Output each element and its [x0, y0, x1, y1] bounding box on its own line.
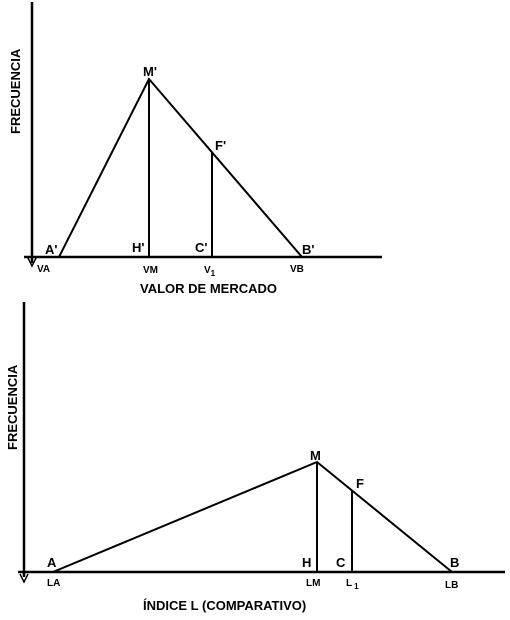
top-x-axis-label: VALOR DE MERCADO: [140, 281, 277, 296]
top-point-m: M': [143, 64, 157, 79]
top-tick-v1: V1: [204, 265, 216, 278]
bottom-y-axis-label: FRECUENCIA: [5, 364, 20, 450]
top-point-b: B': [302, 242, 314, 257]
top-tick-va: VA: [37, 264, 50, 275]
bottom-tick-l1-sub: 1: [354, 582, 359, 591]
bottom-point-f: F: [356, 476, 364, 491]
top-point-c: C': [195, 240, 207, 255]
top-point-h: H': [132, 240, 144, 255]
bottom-point-b: B: [450, 555, 459, 570]
bottom-x-axis-label: ÍNDICE L (COMPARATIVO): [143, 598, 306, 613]
top-tick-vm: VM: [143, 265, 158, 276]
top-point-a: A': [45, 242, 57, 257]
bottom-tick-la: LA: [47, 578, 60, 589]
top-y-axis-label: FRECUENCIA: [8, 48, 23, 134]
top-tick-v1-sub: 1: [211, 269, 216, 278]
bottom-point-c: C: [336, 555, 346, 570]
bottom-tick-lm: LM: [306, 578, 320, 589]
top-y-axis-arrow: [27, 257, 37, 268]
top-tick-vb: VB: [290, 264, 304, 275]
top-triangle: [58, 77, 303, 258]
top-point-f: F': [215, 138, 226, 153]
bottom-triangle: [52, 460, 453, 573]
bottom-point-h: H: [302, 555, 311, 570]
bottom-point-a: A: [47, 555, 57, 570]
bottom-tick-l1-main: L: [346, 578, 352, 589]
top-tick-v1-main: V: [204, 265, 211, 276]
bottom-point-m: M: [310, 448, 321, 463]
bottom-y-axis-arrow: [19, 573, 29, 584]
bottom-tick-lb: LB: [445, 580, 458, 591]
top-diagram: FRECUENCIA M' F' A' H' C' B' VA VM V1 VB…: [8, 2, 382, 296]
